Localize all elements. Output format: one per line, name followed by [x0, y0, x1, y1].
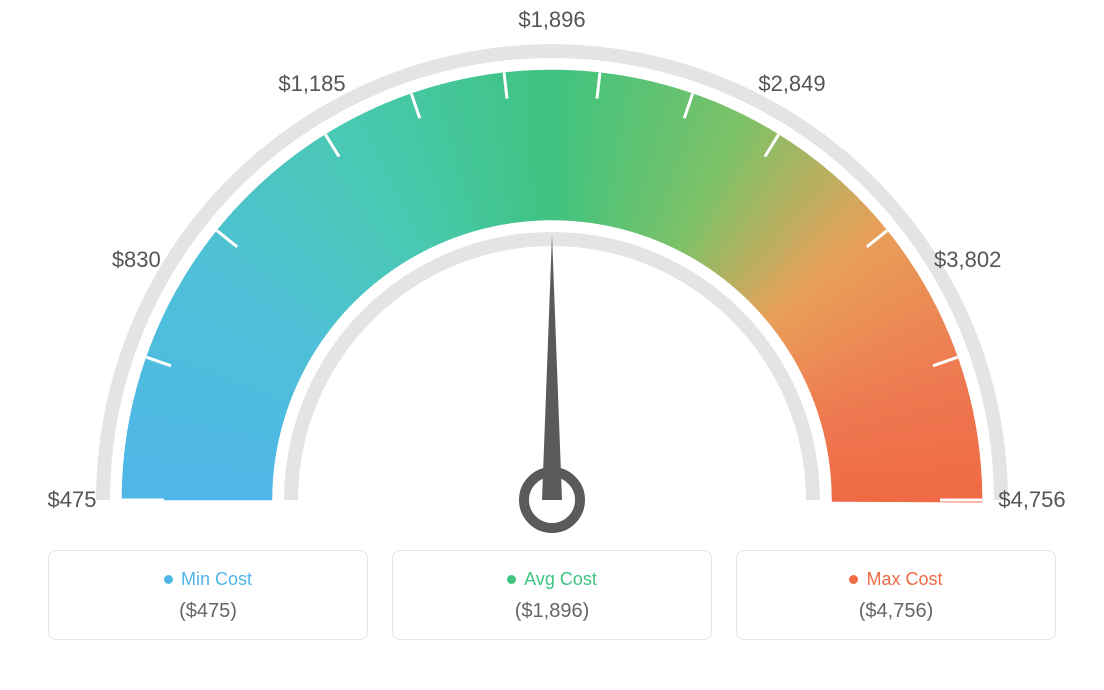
min-cost-label: Min Cost: [181, 569, 252, 590]
min-cost-value: ($475): [61, 600, 355, 623]
max-cost-value: ($4,756): [749, 600, 1043, 623]
gauge-tick-label: $4,756: [998, 487, 1065, 513]
max-cost-label: Max Cost: [866, 569, 942, 590]
avg-cost-label: Avg Cost: [524, 569, 597, 590]
max-cost-card: Max Cost ($4,756): [736, 550, 1056, 640]
gauge-tick-label: $475: [48, 487, 97, 513]
gauge-chart: $475 $830 $1,185 $1,896 $2,849 $3,802 $4,756: [0, 0, 1104, 560]
min-cost-title: Min Cost: [164, 569, 252, 590]
summary-cards: Min Cost ($475) Avg Cost ($1,896) Max Co…: [0, 550, 1104, 640]
avg-dot-icon: [507, 575, 516, 584]
min-dot-icon: [164, 575, 173, 584]
gauge-tick-label: $1,185: [278, 71, 345, 97]
avg-cost-value: ($1,896): [405, 600, 699, 623]
gauge-tick-label: $2,849: [758, 71, 825, 97]
avg-cost-card: Avg Cost ($1,896): [392, 550, 712, 640]
gauge-tick-label: $3,802: [934, 247, 1001, 273]
gauge-svg: [0, 0, 1104, 560]
max-cost-title: Max Cost: [849, 569, 942, 590]
avg-cost-title: Avg Cost: [507, 569, 597, 590]
gauge-tick-label: $1,896: [518, 7, 585, 33]
min-cost-card: Min Cost ($475): [48, 550, 368, 640]
gauge-tick-label: $830: [112, 247, 161, 273]
max-dot-icon: [849, 575, 858, 584]
